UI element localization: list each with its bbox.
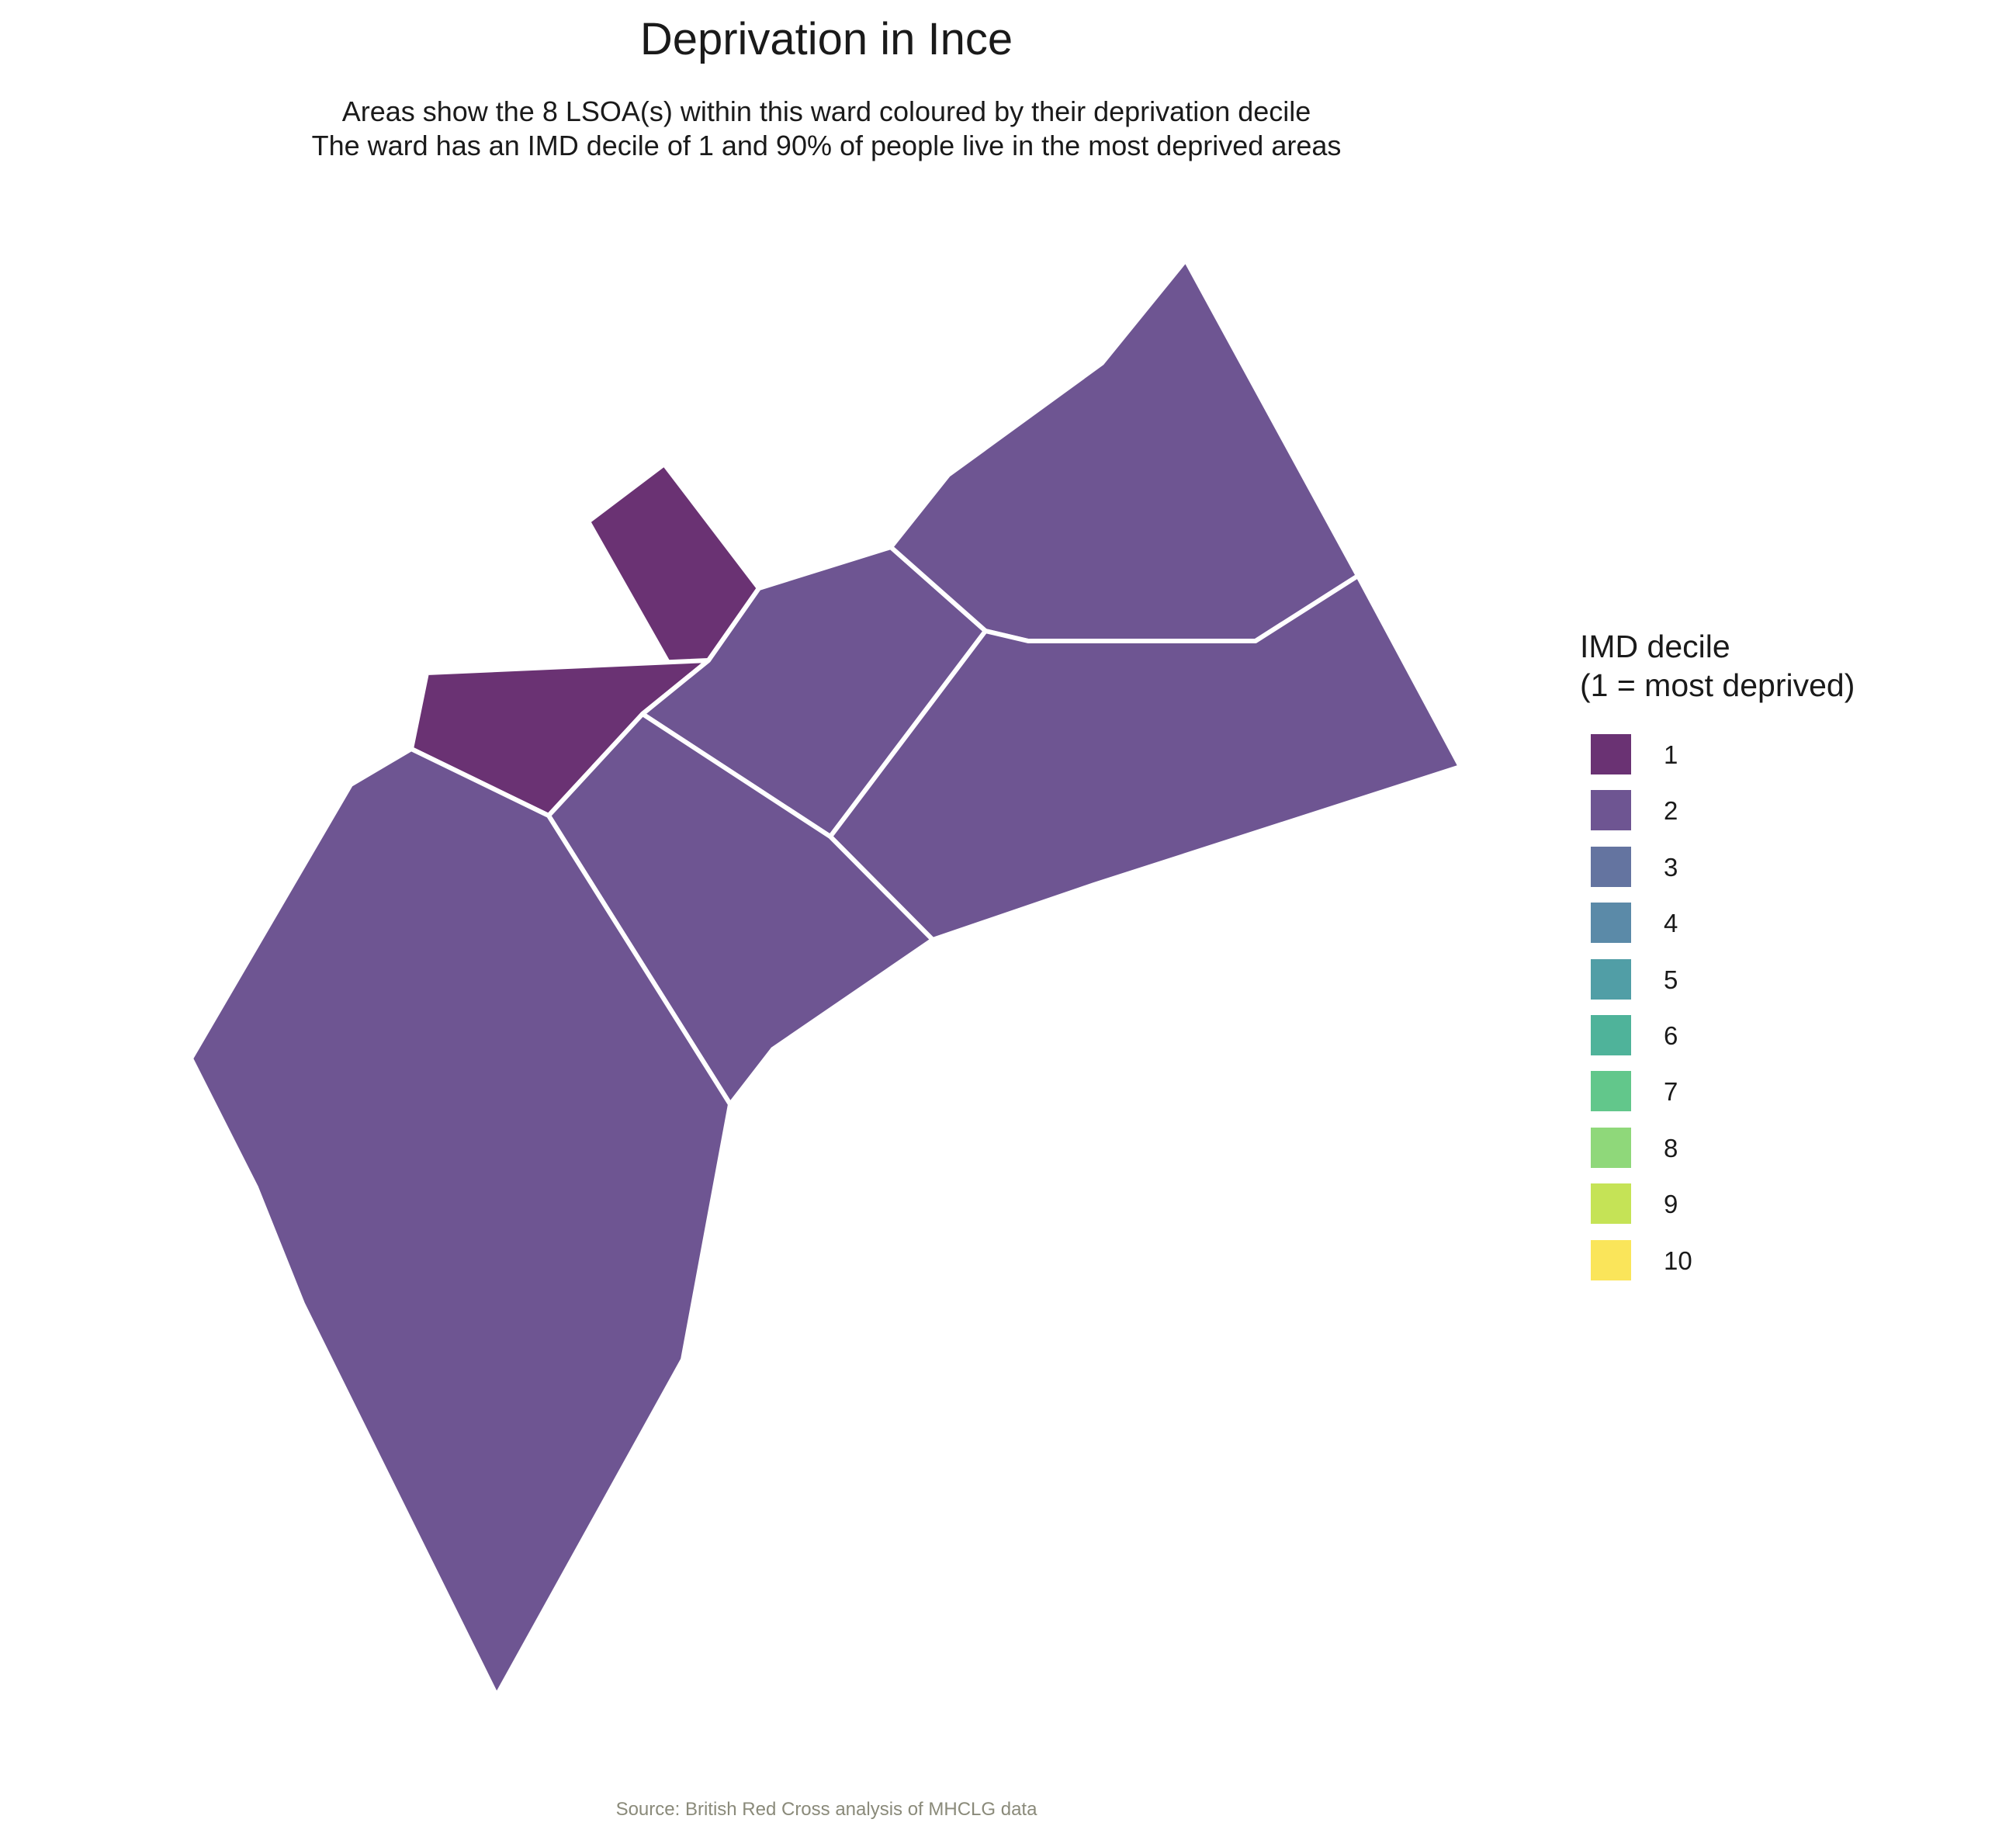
legend-label: 1 <box>1664 740 1678 769</box>
legend-label: 6 <box>1664 1021 1678 1050</box>
legend-label: 3 <box>1664 852 1678 882</box>
legend-swatch <box>1591 1127 1631 1168</box>
legend-label: 10 <box>1664 1246 1692 1275</box>
legend-swatch <box>1591 1239 1631 1280</box>
legend-label: 7 <box>1664 1077 1678 1107</box>
lsoa-area-7 <box>189 747 733 1698</box>
legend-swatch <box>1591 1183 1631 1225</box>
legend-swatch <box>1591 1071 1631 1112</box>
legend-item-4: 4 <box>1591 903 1746 944</box>
legend-swatch <box>1591 734 1631 774</box>
legend-item-8: 8 <box>1591 1127 1746 1168</box>
legend-label: 5 <box>1664 965 1678 994</box>
legend-swatch <box>1591 790 1631 831</box>
source-caption: Source: British Red Cross analysis of MH… <box>615 1799 1037 1820</box>
subtitle-line-2: The ward has an IMD decile of 1 and 90% … <box>311 130 1342 161</box>
legend-title: IMD decile (1 = most deprived) <box>1580 629 1855 703</box>
legend-label: 2 <box>1664 796 1678 826</box>
legend: IMD decile (1 = most deprived) 1 2 3 4 5 6 7 8 9… <box>1580 627 1855 1280</box>
legend-swatch <box>1591 1015 1631 1055</box>
legend-item-7: 7 <box>1591 1071 1746 1112</box>
subtitle-line-1: Areas show the 8 LSOA(s) within this war… <box>341 95 1311 127</box>
lsoa-area-4 <box>888 258 1360 643</box>
legend-swatch <box>1591 958 1631 1000</box>
legend-swatch <box>1591 903 1631 944</box>
legend-item-5: 5 <box>1591 958 1746 1000</box>
chart-subtitle: Areas show the 8 LSOA(s) within this war… <box>0 95 1653 163</box>
legend-label: 8 <box>1664 1133 1678 1163</box>
chart-title: Deprivation in Ince <box>639 14 1013 64</box>
legend-item-3: 3 <box>1591 846 1746 887</box>
legend-item-10: 10 <box>1591 1239 1746 1280</box>
legend-label: 4 <box>1664 909 1678 938</box>
legend-swatch <box>1591 846 1631 887</box>
legend-item-9: 9 <box>1591 1183 1746 1225</box>
legend-label: 9 <box>1664 1190 1678 1219</box>
legend-item-2: 2 <box>1591 790 1746 831</box>
legend-item-6: 6 <box>1591 1015 1746 1055</box>
legend-item-1: 1 <box>1591 734 1746 774</box>
